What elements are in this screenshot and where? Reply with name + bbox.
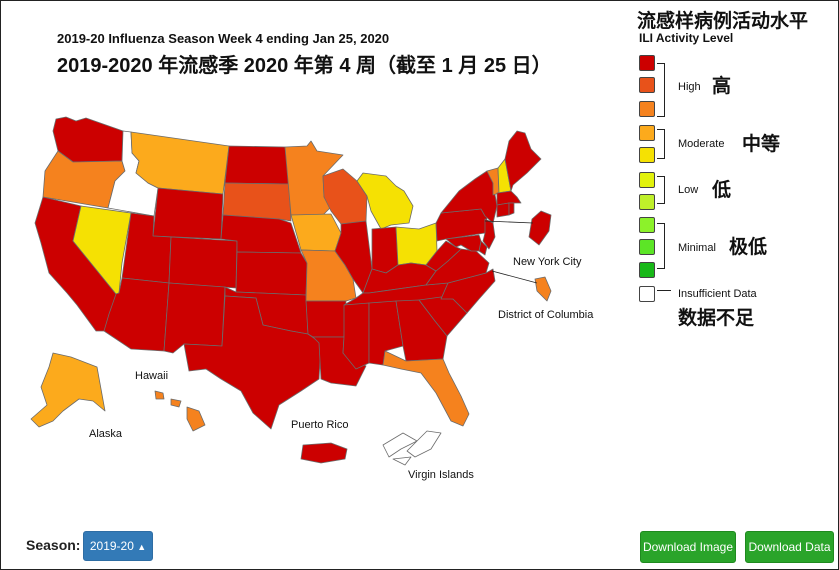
label-district-of-columbia: District of Columbia: [498, 309, 594, 321]
state-district-of-columbia[interactable]: [534, 276, 552, 302]
label-alaska: Alaska: [89, 428, 123, 440]
state-illinois[interactable]: [334, 220, 373, 294]
state-new-york-city[interactable]: [528, 210, 552, 246]
season-dropdown[interactable]: 2019-20 ▲: [83, 531, 153, 561]
legend-label-high-zh: 高: [712, 76, 732, 97]
legend-title-chinese: 流感样病例活动水平: [637, 11, 809, 32]
state-michigan[interactable]: [356, 172, 414, 230]
legend-label-insufficient-zh: 数据不足: [678, 308, 755, 329]
legend-label-low-zh: 低: [712, 180, 732, 201]
state-texas[interactable]: [183, 295, 322, 430]
legend-swatch-level-3: [639, 217, 655, 233]
state-connecticut[interactable]: [496, 202, 510, 218]
legend-swatch-level-6: [639, 147, 655, 163]
legend-bracket-moderate: [657, 129, 665, 159]
legend-swatch-level-7: [639, 125, 655, 141]
state-puerto-rico[interactable]: [300, 442, 348, 464]
legend-swatch-level-4: [639, 194, 655, 210]
state-north-dakota[interactable]: [224, 145, 290, 185]
map-title-chinese: 2019-2020 年流感季 2020 年第 4 周（截至 1 月 25 日）: [57, 55, 552, 77]
label-new-york-city: New York City: [513, 256, 582, 268]
label-virgin-islands: Virgin Islands: [408, 469, 474, 481]
legend-swatch-level-1: [639, 262, 655, 278]
legend-label-moderate: Moderate: [678, 138, 725, 150]
state-kansas[interactable]: [235, 251, 308, 296]
label-puerto-rico: Puerto Rico: [291, 419, 349, 431]
legend-label-minimal: Minimal: [678, 242, 716, 254]
legend-label-high: High: [678, 81, 701, 93]
legend-swatch-level-10: [639, 55, 655, 71]
state-wyoming[interactable]: [152, 187, 224, 240]
legend-label-moderate-zh: 中等: [742, 134, 781, 155]
state-colorado[interactable]: [168, 236, 238, 289]
season-label: Season:: [26, 537, 81, 553]
legend-label-minimal-zh: 极低: [729, 237, 768, 258]
legend-swatch-level-9: [639, 77, 655, 93]
legend-swatch-level-5: [639, 172, 655, 188]
label-hawaii: Hawaii: [135, 370, 169, 382]
state-hawaii[interactable]: [154, 390, 206, 432]
legend-label-insufficient: Insufficient Data: [678, 288, 757, 300]
state-south-dakota[interactable]: [222, 182, 292, 222]
legend-bracket-minimal: [657, 223, 665, 269]
caret-up-icon: ▲: [137, 542, 147, 552]
state-virgin-islands[interactable]: [382, 430, 442, 466]
legend-swatch-level-2: [639, 239, 655, 255]
state-vermont[interactable]: [486, 167, 500, 196]
state-maryland[interactable]: [445, 234, 482, 252]
season-value: 2019-20: [89, 539, 134, 553]
legend-line-insufficient: [657, 290, 671, 292]
map-title-english: 2019-20 Influenza Season Week 4 ending J…: [57, 31, 390, 46]
legend-swatch-level-8: [639, 101, 655, 117]
state-florida[interactable]: [382, 350, 470, 427]
legend-label-low: Low: [678, 184, 699, 196]
state-rhode-island[interactable]: [508, 202, 515, 216]
state-arkansas[interactable]: [305, 300, 347, 338]
legend-bracket-high: [657, 63, 665, 117]
state-new-mexico[interactable]: [163, 282, 226, 354]
state-west-virginia[interactable]: [425, 240, 462, 272]
download-image-button[interactable]: Download Image: [640, 531, 736, 563]
legend-bracket-low: [657, 176, 665, 204]
legend-swatch-level-0: [639, 286, 655, 302]
download-data-button[interactable]: Download Data: [745, 531, 834, 563]
state-maine[interactable]: [504, 130, 542, 192]
state-alaska[interactable]: [30, 352, 106, 428]
state-new-jersey[interactable]: [482, 218, 496, 250]
legend-title-english: ILI Activity Level: [639, 31, 734, 45]
state-indiana[interactable]: [371, 226, 399, 274]
